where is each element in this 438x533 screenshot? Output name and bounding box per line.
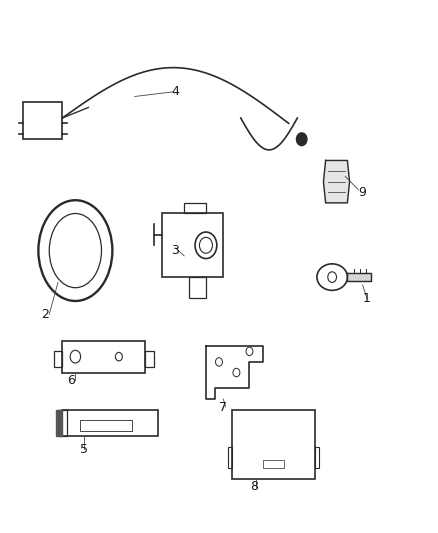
- Text: 2: 2: [41, 308, 49, 321]
- Bar: [184, 203, 206, 214]
- Text: 4: 4: [172, 85, 180, 98]
- Text: 1: 1: [363, 292, 371, 305]
- Polygon shape: [347, 273, 371, 281]
- Text: 7: 7: [219, 400, 227, 414]
- Text: 8: 8: [250, 480, 258, 493]
- Bar: [62, 410, 158, 436]
- Bar: [188, 277, 206, 298]
- Bar: [162, 214, 223, 277]
- Bar: [80, 420, 132, 431]
- Circle shape: [297, 133, 307, 146]
- Text: 3: 3: [172, 244, 180, 257]
- Circle shape: [328, 272, 336, 282]
- Bar: [262, 460, 284, 468]
- Bar: [228, 447, 232, 468]
- Polygon shape: [56, 410, 62, 436]
- Bar: [62, 341, 145, 373]
- Text: 5: 5: [80, 443, 88, 456]
- Bar: [315, 447, 319, 468]
- Bar: [23, 102, 62, 139]
- Text: 6: 6: [67, 374, 75, 387]
- Polygon shape: [323, 160, 350, 203]
- Bar: [232, 410, 315, 479]
- Text: 9: 9: [359, 186, 367, 199]
- Bar: [58, 410, 67, 436]
- Bar: [53, 351, 62, 367]
- Bar: [145, 351, 154, 367]
